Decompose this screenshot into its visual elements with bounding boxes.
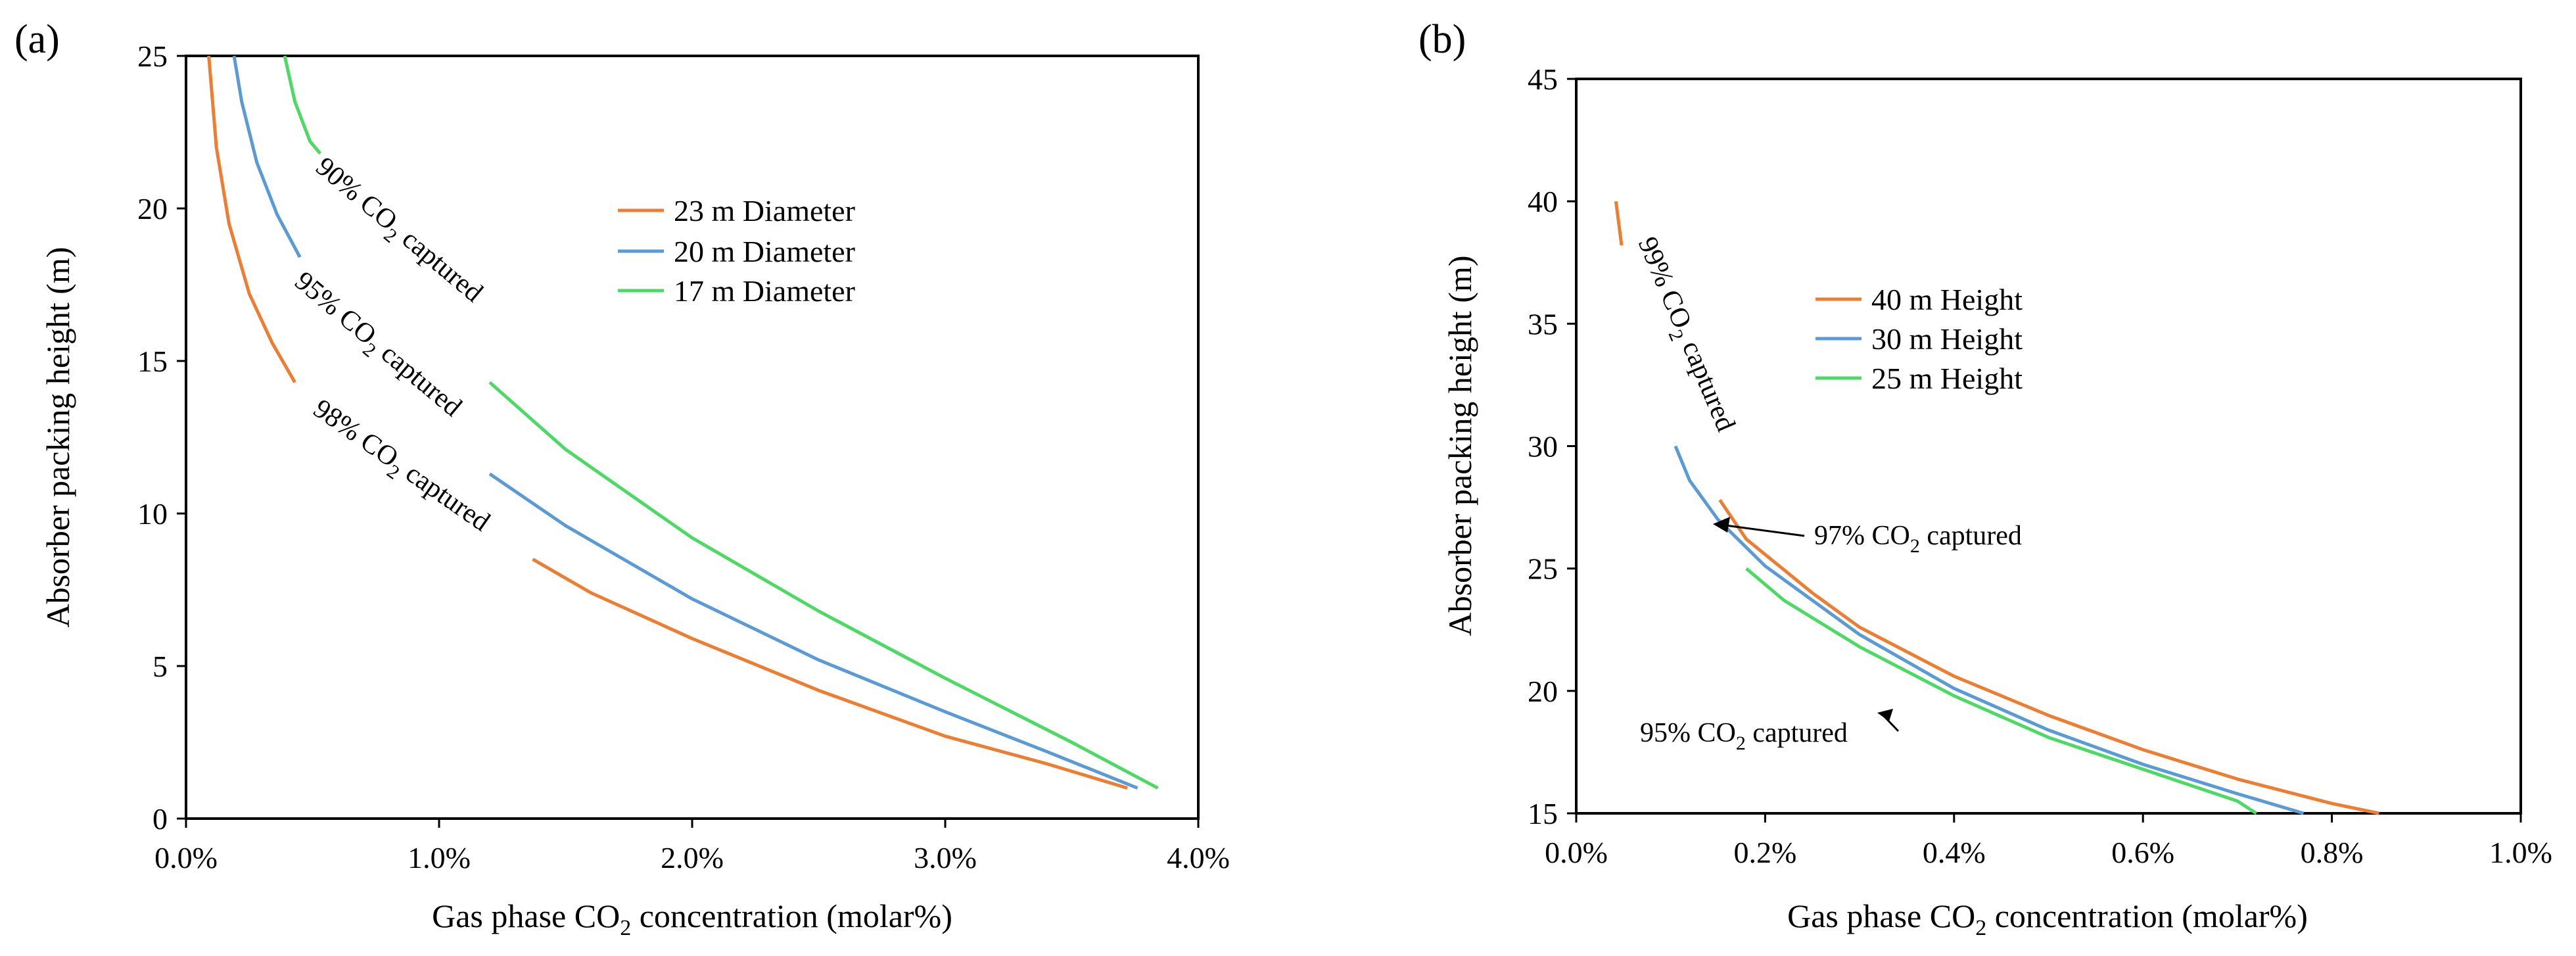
legend-label-20m: 20 m Diameter	[674, 235, 855, 268]
y-tick-label: 30	[1528, 430, 1558, 464]
x-tick-label: 0.4%	[1923, 836, 1986, 869]
panel-b-plot-frame	[1575, 78, 2522, 815]
y-tick-label: 40	[1528, 185, 1558, 218]
series-line-23-m-diameter	[532, 558, 1128, 790]
panel-b-legend: 40 m Height 30 m Height 25 m Height	[1815, 283, 2023, 395]
x-tick-label: 4.0%	[1167, 841, 1230, 874]
y-tick-label: 35	[1528, 307, 1558, 341]
annotation-95-arrowhead	[1877, 709, 1893, 721]
series-line-17-m-diameter	[488, 381, 1159, 790]
x-tick-label: 0.0%	[1545, 836, 1608, 869]
panel-a-ticks: 0.0% 1.0% 2.0% 3.0% 4.0% 0 5 10 15 20 25	[137, 39, 1230, 874]
x-tick-label: 2.0%	[661, 841, 724, 874]
legend-label-17m: 17 m Diameter	[674, 274, 855, 308]
y-tick-label: 20	[1528, 675, 1558, 708]
series-line-20-m-diameter	[488, 472, 1138, 790]
series-line-25-m-height	[1745, 567, 2257, 815]
annotation-95-captured-b: 95% CO2 captured	[1640, 718, 1848, 754]
x-tick-label: 1.0%	[408, 841, 471, 874]
legend-label-25m: 25 m Height	[1871, 362, 2023, 395]
y-tick-label: 45	[1528, 62, 1558, 96]
y-tick-label: 25	[1528, 552, 1558, 586]
panel-a-series	[207, 55, 1159, 790]
annotation-97-captured: 97% CO2 captured	[1814, 521, 2022, 557]
panel-b-y-axis-label: Absorber packing height (m)	[1441, 255, 1478, 636]
legend-label-23m: 23 m Diameter	[674, 194, 855, 227]
panel-a-legend: 23 m Diameter 20 m Diameter 17 m Diamete…	[618, 194, 855, 308]
annotation-95-captured: 95% CO2 captured	[285, 266, 467, 427]
panel-b: (b) 0.0% 0.2% 0.4% 0.6% 0.8% 1.0% 15 20 25 30 35 40…	[1418, 17, 2552, 940]
panel-a-y-axis-label: Absorber packing height (m)	[39, 247, 76, 627]
legend-label-30m: 30 m Height	[1871, 322, 2023, 356]
y-tick-label: 10	[137, 497, 168, 531]
annotation-98-captured: 98% CO2 captured	[304, 394, 495, 542]
panel-b-tag: (b)	[1418, 17, 1466, 62]
panel-a-x-axis-label: Gas phase CO2 concentration (molar%)	[432, 897, 952, 940]
x-tick-label: 0.6%	[2111, 836, 2174, 869]
legend-label-40m: 40 m Height	[1871, 283, 2023, 316]
y-tick-label: 25	[137, 39, 168, 73]
y-tick-label: 15	[1528, 797, 1558, 830]
series-line-40-m-height	[1718, 498, 2379, 815]
series-line-23-m-diameter	[207, 55, 296, 383]
series-line-30-m-height	[1674, 445, 2305, 815]
x-tick-label: 3.0%	[914, 841, 977, 874]
panel-b-ticks: 0.0% 0.2% 0.4% 0.6% 0.8% 1.0% 15 20 25 30 35 40 45	[1528, 62, 2552, 869]
series-line-20-m-diameter	[232, 55, 302, 258]
annotation-99-captured: 99% CO2 captured	[1627, 233, 1741, 438]
panel-a: (a) 0.0% 1.0% 2.0% 3.0% 4.0% 0 5 10 15 20 25 23 m …	[14, 17, 1230, 940]
annotation-97-arrowhead	[1713, 517, 1730, 533]
y-tick-label: 20	[137, 192, 168, 226]
x-tick-label: 1.0%	[2489, 836, 2552, 869]
y-tick-label: 0	[152, 802, 168, 836]
x-tick-label: 0.0%	[154, 841, 218, 874]
panel-b-x-axis-label: Gas phase CO2 concentration (molar%)	[1787, 897, 2308, 940]
panel-b-series	[1614, 201, 2379, 815]
y-tick-label: 5	[152, 650, 168, 683]
x-tick-label: 0.8%	[2301, 836, 2364, 869]
y-tick-label: 15	[137, 345, 168, 378]
x-tick-label: 0.2%	[1733, 836, 1796, 869]
panel-a-tag: (a)	[14, 17, 60, 62]
series-line-17-m-diameter	[283, 55, 322, 155]
series-line-40-m-height	[1614, 201, 1624, 246]
annotation-97-arrow	[1725, 524, 1805, 537]
